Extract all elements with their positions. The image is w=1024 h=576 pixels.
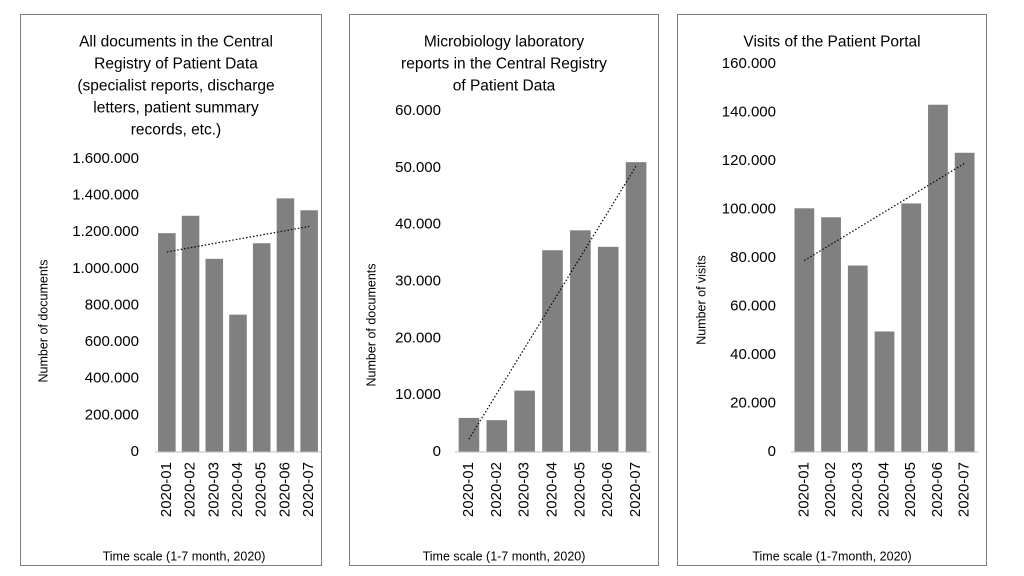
y-tick-label: 1.400.000 (72, 187, 139, 204)
y-tick-label: 0 (433, 443, 441, 460)
y-tick-label: 200.000 (85, 406, 139, 423)
y-axis-label: Number of visits (694, 255, 708, 345)
chart-title-line: All documents in the Central (79, 33, 273, 50)
y-tick-label: 600.000 (85, 333, 139, 350)
y-tick-label: 20.000 (395, 329, 441, 346)
y-tick-label: 80.000 (730, 249, 776, 266)
bar (625, 162, 647, 452)
chart-title-line: (specialist reports, discharge (77, 77, 274, 94)
bar (205, 258, 224, 452)
trendline (468, 165, 637, 440)
trendline (166, 225, 310, 253)
x-tick-label: 2020-01 (158, 462, 175, 517)
bar (514, 390, 535, 452)
bar (874, 331, 895, 452)
bar (901, 203, 922, 452)
y-axis-label: Number of documents (364, 264, 378, 387)
bar (181, 215, 200, 452)
x-tick-label: 2020-04 (875, 462, 892, 517)
x-tick-label: 2020-02 (182, 462, 199, 517)
x-tick-label: 2020-03 (849, 462, 866, 517)
x-tick-label: 2020-05 (902, 462, 919, 517)
x-tick-label: 2020-06 (599, 462, 616, 517)
y-tick-label: 1.200.000 (72, 223, 139, 240)
x-tick-label: 2020-03 (516, 462, 533, 517)
x-tick-label: 2020-07 (956, 462, 973, 517)
x-tick-label: 2020-04 (543, 462, 560, 517)
y-tick-label: 120.000 (722, 152, 776, 169)
bar (597, 246, 619, 452)
y-tick-label: 0 (131, 443, 139, 460)
chart-title-line: Visits of the Patient Portal (743, 33, 920, 50)
y-tick-label: 30.000 (395, 272, 441, 289)
y-tick-label: 800.000 (85, 296, 139, 313)
x-tick-label: 2020-02 (488, 462, 505, 517)
bar (158, 233, 176, 452)
chart-panel-portal-visits: Visits of the Patient Portal 0 20.000 40.00… (677, 14, 987, 566)
y-tick-label: 50.000 (395, 159, 441, 176)
y-axis-label: Number of documents (36, 260, 50, 383)
chart-panel-all-documents: All documents in the Central Registry of … (20, 14, 322, 566)
x-tick-label: 2020-05 (253, 462, 270, 517)
y-tick-label: 160.000 (722, 55, 776, 72)
chart-title-line: records, etc.) (131, 121, 221, 138)
bar (542, 250, 563, 452)
chart-title-line: reports in the Central Registry (401, 55, 607, 72)
x-tick-label: 2020-04 (229, 462, 246, 517)
x-tick-label: 2020-02 (822, 462, 839, 517)
bar (928, 104, 948, 453)
chart-title-line: Microbiology laboratory (424, 33, 584, 50)
bar (276, 198, 295, 452)
y-tick-label: 0 (768, 443, 776, 460)
y-tick-label: 400.000 (85, 370, 139, 387)
bar (570, 230, 591, 452)
y-tick-label: 40.000 (730, 346, 776, 363)
x-axis-label: Time scale (1-7 month, 2020) (103, 549, 266, 563)
bar (794, 208, 815, 452)
chart-all-documents: All documents in the Central Registry of … (36, 33, 321, 563)
chart-microbiology-reports: Microbiology laboratory reports in the Ce… (364, 33, 650, 563)
y-tick-label: 40.000 (395, 216, 441, 233)
chart-title-line: letters, patient summary (93, 99, 259, 116)
x-tick-label: 2020-01 (460, 462, 477, 517)
chart-portal-visits: Visits of the Patient Portal 0 20.000 40.00… (694, 33, 978, 563)
y-tick-label: 100.000 (722, 200, 776, 217)
x-axis-label: Time scale (1-7month, 2020) (752, 549, 911, 563)
y-tick-label: 140.000 (722, 103, 776, 120)
x-tick-label: 2020-03 (205, 462, 222, 517)
y-tick-label: 10.000 (395, 386, 441, 403)
x-tick-label: 2020-06 (276, 462, 293, 517)
x-tick-label: 2020-01 (795, 462, 812, 517)
x-tick-label: 2020-07 (627, 462, 644, 517)
bar (847, 265, 868, 452)
bar (486, 420, 508, 452)
x-tick-label: 2020-07 (300, 462, 317, 517)
bar (458, 417, 480, 452)
y-tick-label: 1.000.000 (72, 260, 139, 277)
y-tick-label: 60.000 (730, 297, 776, 314)
bar (300, 210, 318, 452)
bar (229, 314, 247, 452)
y-tick-label: 1.600.000 (72, 150, 139, 167)
y-tick-label: 60.000 (395, 102, 441, 119)
chart-panel-microbiology-reports: Microbiology laboratory reports in the Ce… (349, 14, 659, 566)
y-tick-label: 20.000 (730, 394, 776, 411)
x-axis-label: Time scale (1-7 month, 2020) (423, 549, 586, 563)
x-tick-label: 2020-06 (929, 462, 946, 517)
bar (252, 243, 271, 452)
chart-title-line: Registry of Patient Data (94, 55, 258, 72)
bar (954, 152, 975, 452)
bar (821, 217, 841, 452)
x-tick-label: 2020-05 (571, 462, 588, 517)
chart-title-line: of Patient Data (453, 77, 556, 94)
